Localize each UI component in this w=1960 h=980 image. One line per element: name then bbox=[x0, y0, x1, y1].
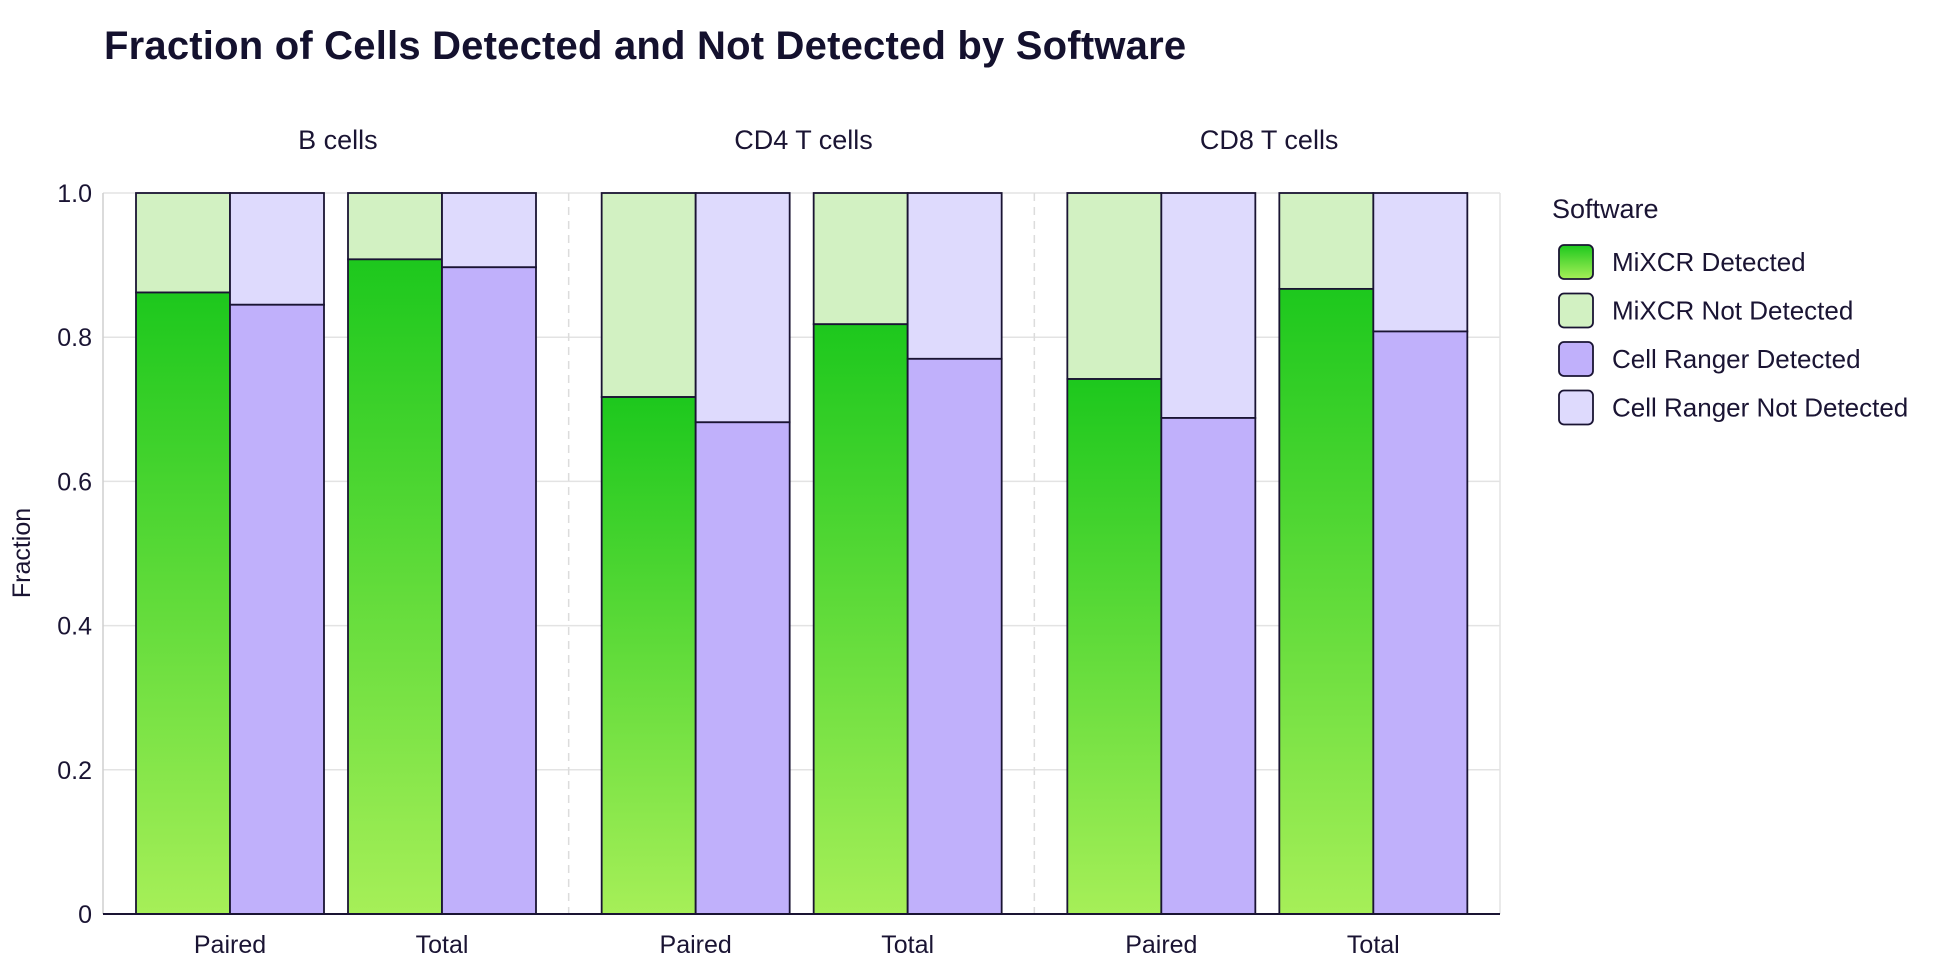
bar-mixcr-detected bbox=[347, 258, 443, 915]
grid-layer bbox=[103, 192, 1501, 914]
bar-mixcr-detected bbox=[812, 323, 909, 915]
bar-cellranger-not-detected bbox=[1372, 192, 1469, 333]
bar-cellranger-detected bbox=[1372, 330, 1469, 915]
bar-cellranger-not-detected bbox=[229, 192, 325, 306]
bar-cellranger-detected bbox=[229, 303, 325, 915]
x-tick-label: Paired bbox=[1125, 931, 1197, 959]
x-tick-label: Paired bbox=[194, 931, 266, 959]
legend-label: Cell Ranger Detected bbox=[1612, 344, 1861, 374]
axes-layer bbox=[102, 193, 1500, 915]
bar-mixcr-detected bbox=[135, 291, 231, 915]
chart-title: Fraction of Cells Detected and Not Detec… bbox=[104, 24, 1187, 68]
legend-swatch bbox=[1558, 389, 1594, 426]
legend-swatch bbox=[1558, 292, 1594, 329]
bar-cellranger-not-detected bbox=[694, 192, 791, 424]
bar-cellranger-detected bbox=[441, 266, 537, 915]
facet-label: CD8 T cells bbox=[1200, 125, 1339, 155]
bars-layer bbox=[135, 192, 1469, 915]
x-tick-label: Total bbox=[1347, 931, 1400, 959]
y-axis-label: Fraction bbox=[8, 508, 36, 598]
bar-mixcr-not-detected bbox=[1278, 192, 1375, 290]
bar-cellranger-detected bbox=[694, 421, 791, 915]
y-tick-label: 0.4 bbox=[57, 613, 92, 641]
bar-cellranger-detected bbox=[906, 357, 1003, 915]
bar-mixcr-not-detected bbox=[600, 192, 697, 398]
labels-layer: 0 0.2 0.4 0.6 0.8 1.0 Fraction B cells Paired Tot… bbox=[8, 125, 1400, 959]
facet-label: CD4 T cells bbox=[734, 125, 873, 155]
bar-mixcr-not-detected bbox=[347, 192, 443, 261]
y-tick-label: 1.0 bbox=[57, 180, 92, 208]
legend-swatch bbox=[1558, 244, 1594, 280]
bar-mixcr-detected bbox=[1278, 287, 1375, 915]
y-tick-label: 0.2 bbox=[57, 757, 92, 785]
legend-label: MiXCR Detected bbox=[1612, 247, 1806, 277]
bar-cellranger-not-detected bbox=[1160, 192, 1257, 419]
legend-title: Software bbox=[1552, 194, 1659, 224]
x-tick-label: Total bbox=[881, 931, 934, 959]
bar-cellranger-detected bbox=[1160, 417, 1257, 915]
y-tick-label: 0.8 bbox=[57, 324, 92, 352]
legend-label: MiXCR Not Detected bbox=[1612, 296, 1853, 326]
legend-label: Cell Ranger Not Detected bbox=[1612, 393, 1908, 423]
legend: Software MiXCR Detected MiXCR Not Detected… bbox=[1552, 194, 1908, 426]
facet-label: B cells bbox=[298, 125, 378, 155]
bar-mixcr-detected bbox=[1066, 378, 1163, 915]
x-tick-label: Paired bbox=[660, 931, 732, 959]
legend-swatch bbox=[1558, 341, 1594, 377]
bar-mixcr-detected bbox=[600, 396, 697, 915]
bar-mixcr-not-detected bbox=[135, 192, 231, 294]
y-tick-label: 0.6 bbox=[57, 468, 92, 496]
bar-cellranger-not-detected bbox=[441, 192, 537, 269]
x-tick-label: Total bbox=[416, 931, 469, 959]
bar-cellranger-not-detected bbox=[906, 192, 1003, 360]
y-tick-label: 0 bbox=[78, 901, 92, 929]
bar-mixcr-not-detected bbox=[1066, 192, 1163, 380]
bar-mixcr-not-detected bbox=[812, 192, 909, 326]
